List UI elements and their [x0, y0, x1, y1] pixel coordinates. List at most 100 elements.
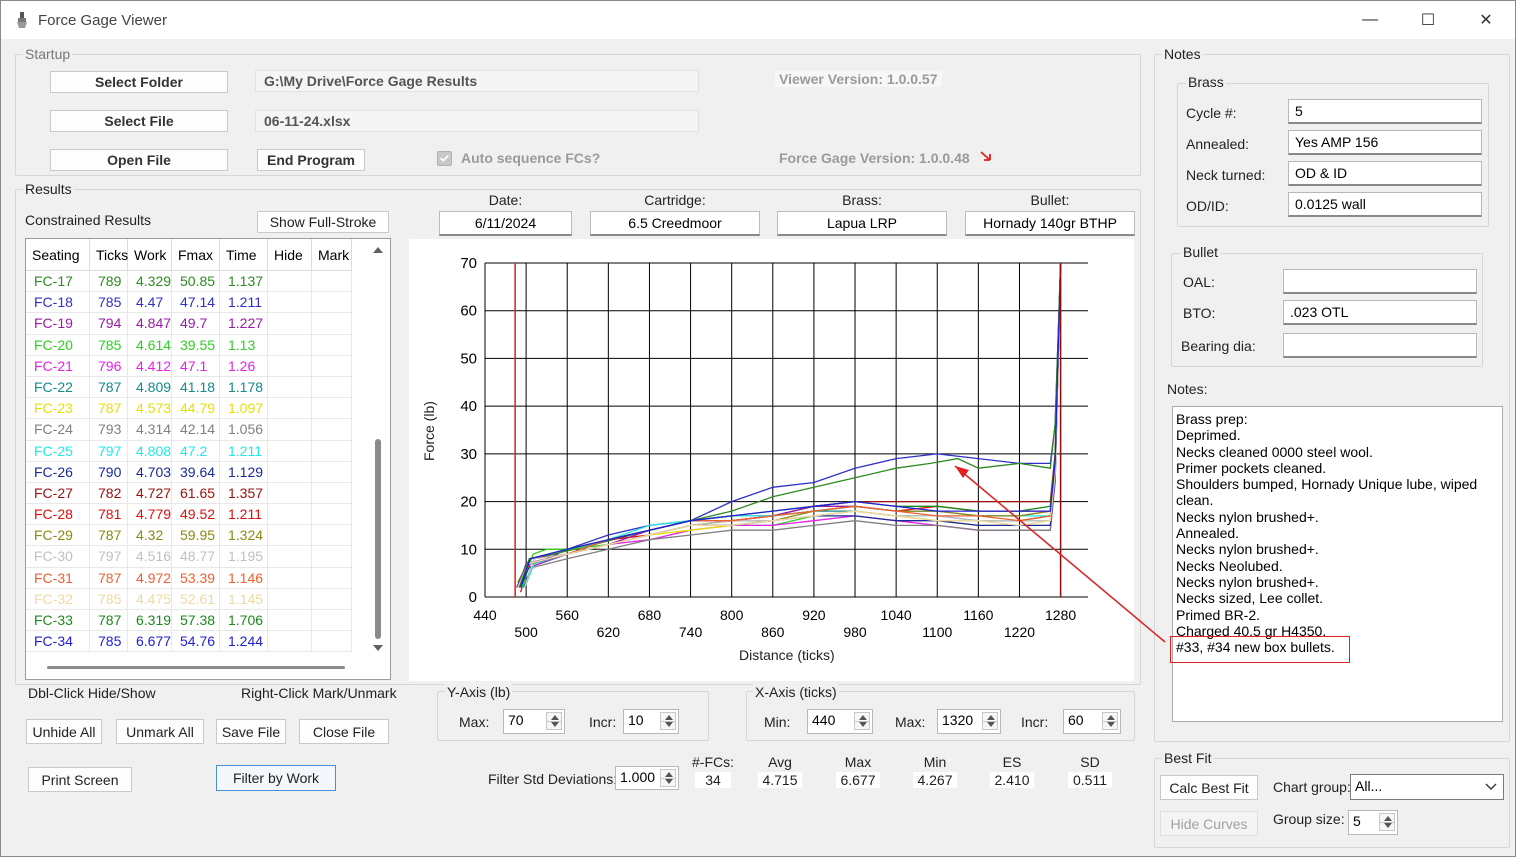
cell-hide: [268, 504, 312, 526]
group-size-spin-arrows[interactable]: [1379, 813, 1395, 831]
table-row[interactable]: FC-18 785 4.47 47.14 1.211: [26, 292, 352, 314]
scroll-thumb[interactable]: [375, 439, 381, 639]
viewer-version-label: Viewer Version: 1.0.0.57: [775, 71, 942, 87]
cell-work: 4.614: [128, 334, 172, 356]
table-row[interactable]: FC-33 787 6.319 57.38 1.706: [26, 610, 352, 632]
notes-line: Primed BR-2.: [1176, 606, 1261, 623]
table-row[interactable]: FC-27 782 4.727 61.65 1.357: [26, 482, 352, 505]
y-incr-value: 10: [628, 712, 644, 728]
table-row[interactable]: FC-28 781 4.779 49.52 1.211: [26, 504, 352, 526]
print-screen-button[interactable]: Print Screen: [28, 767, 132, 792]
end-program-button[interactable]: End Program: [257, 149, 365, 171]
annealed-input[interactable]: Yes AMP 156: [1288, 130, 1482, 155]
cell-mark: [312, 355, 352, 377]
x-max-stepper[interactable]: 1320: [937, 709, 1001, 734]
cell-work: 4.972: [128, 567, 172, 589]
maximize-button[interactable]: ☐: [1420, 12, 1436, 29]
select-folder-button[interactable]: Select Folder: [50, 71, 228, 93]
table-row[interactable]: FC-24 793 4.314 42.14 1.056: [26, 419, 352, 441]
filter-std-spin-arrows[interactable]: [660, 769, 676, 787]
scroll-up-icon[interactable]: [373, 247, 383, 253]
select-file-button[interactable]: Select File: [50, 110, 228, 132]
unmark-all-button[interactable]: Unmark All: [116, 719, 204, 744]
x-tick-label: 620: [597, 624, 621, 640]
table-row[interactable]: FC-23 787 4.573 44.79 1.097: [26, 398, 352, 420]
filter-std-stepper[interactable]: 1.000: [615, 766, 679, 790]
column-header-seating[interactable]: Seating: [26, 239, 90, 271]
column-header-fmax[interactable]: Fmax: [172, 239, 220, 271]
brass-field: Lapua LRP: [777, 211, 947, 236]
table-row[interactable]: FC-31 787 4.972 53.39 1.146: [26, 567, 352, 589]
hscroll-thumb[interactable]: [47, 666, 345, 669]
column-header-time[interactable]: Time: [220, 239, 268, 271]
notes-textarea[interactable]: Brass prep: Deprimed. Necks cleaned 0000 s…: [1172, 406, 1503, 722]
cycle-input[interactable]: 5: [1288, 99, 1482, 124]
y-max-stepper[interactable]: 70: [503, 709, 565, 734]
cell-work: 4.808: [128, 440, 172, 462]
open-file-button[interactable]: Open File: [50, 149, 228, 171]
x-max-spin-arrows[interactable]: [982, 712, 998, 730]
cell-time: 1.227: [220, 313, 268, 335]
table-row[interactable]: FC-26 790 4.703 39.64 1.129: [26, 461, 352, 483]
cartridge-label: Cartridge:: [644, 192, 706, 208]
y-max-spin-arrows[interactable]: [546, 712, 562, 730]
oal-input[interactable]: [1283, 269, 1477, 294]
table-row[interactable]: FC-20 785 4.614 39.55 1.13: [26, 334, 352, 356]
column-header-mark[interactable]: Mark: [312, 239, 352, 271]
column-header-ticks[interactable]: Ticks: [90, 239, 128, 271]
table-row[interactable]: FC-25 797 4.808 47.2 1.211: [26, 440, 352, 462]
column-header-hide[interactable]: Hide: [268, 239, 312, 271]
x-min-stepper[interactable]: 440: [807, 709, 873, 734]
chart-group-select[interactable]: All...: [1350, 774, 1504, 800]
x-incr-spin-arrows[interactable]: [1102, 712, 1118, 730]
bearing-dia-input[interactable]: [1283, 333, 1477, 358]
startup-label: Startup: [23, 46, 73, 62]
minimize-button[interactable]: —: [1362, 11, 1378, 28]
vertical-scrollbar[interactable]: [369, 243, 387, 655]
y-tick-label: 50: [460, 350, 477, 367]
cell-work: 4.329: [128, 271, 172, 293]
odid-input[interactable]: 0.0125 wall: [1288, 192, 1482, 217]
close-button[interactable]: ✕: [1479, 12, 1493, 29]
cell-ticks: 787: [90, 525, 128, 547]
table-row[interactable]: FC-19 794 4.847 49.7 1.227: [26, 313, 352, 335]
auto-sequence-checkbox[interactable]: [437, 151, 452, 166]
cell-mark: [312, 419, 352, 441]
horizontal-scrollbar[interactable]: [47, 661, 347, 675]
unhide-all-button[interactable]: Unhide All: [26, 719, 102, 744]
table-row[interactable]: FC-17 789 4.329 50.85 1.137: [26, 271, 352, 293]
table-row[interactable]: FC-30 797 4.516 48.77 1.195: [26, 546, 352, 568]
filter-by-work-button[interactable]: Filter by Work: [216, 765, 336, 791]
x-min-spin-arrows[interactable]: [854, 712, 870, 730]
y-axis-group: [437, 691, 709, 741]
y-axis-group-label: Y-Axis (lb): [445, 684, 513, 700]
y-incr-spin-arrows[interactable]: [660, 712, 676, 730]
table-row[interactable]: FC-32 785 4.475 52.61 1.145: [26, 588, 352, 610]
close-file-button[interactable]: Close File: [299, 719, 389, 744]
cartridge-field: 6.5 Creedmoor: [590, 211, 760, 236]
group-size-stepper[interactable]: 5: [1348, 810, 1398, 835]
save-file-button[interactable]: Save File: [216, 719, 286, 744]
cell-work: 4.32: [128, 525, 172, 547]
neck-turned-input[interactable]: OD & ID: [1288, 161, 1482, 186]
show-full-stroke-button[interactable]: Show Full-Stroke: [257, 211, 389, 233]
cell-ticks: 793: [90, 419, 128, 441]
column-header-work[interactable]: Work: [128, 239, 172, 271]
calc-best-fit-button[interactable]: Calc Best Fit: [1160, 775, 1258, 800]
scroll-down-icon[interactable]: [373, 645, 383, 651]
table-row[interactable]: FC-29 787 4.32 59.95 1.324: [26, 525, 352, 547]
bto-input[interactable]: .023 OTL: [1283, 300, 1477, 325]
cell-work: 4.412: [128, 355, 172, 377]
x-incr-stepper[interactable]: 60: [1063, 709, 1121, 734]
cell-time: 1.195: [220, 546, 268, 568]
table-row[interactable]: FC-22 787 4.809 41.18 1.178: [26, 376, 352, 399]
y-incr-stepper[interactable]: 10: [623, 709, 679, 734]
cell-hide: [268, 567, 312, 589]
x-tick-label: 860: [761, 624, 785, 640]
results-table[interactable]: Seating Ticks Work Fmax Time Hide Mark FC-17 78…: [25, 238, 391, 680]
table-row[interactable]: FC-21 796 4.412 47.1 1.26: [26, 355, 352, 377]
cell-ticks: 787: [90, 567, 128, 589]
y-max-value: 70: [508, 712, 524, 728]
table-row[interactable]: FC-34 785 6.677 54.76 1.244: [26, 631, 352, 653]
hide-curves-button[interactable]: Hide Curves: [1160, 811, 1258, 836]
